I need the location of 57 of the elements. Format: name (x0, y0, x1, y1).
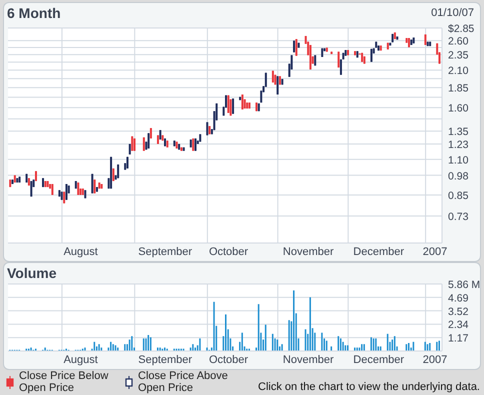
legend-label: Close Price Below Open Price (19, 370, 110, 394)
y-tick-label: 1.35 (448, 126, 469, 138)
candlestick (227, 94, 230, 114)
y-tick-label: 0.85 (448, 190, 469, 202)
candlestick (77, 182, 80, 196)
candlestick (148, 132, 150, 150)
y-tick-label: 2.10 (448, 65, 469, 78)
candlestick (94, 179, 96, 194)
y-tick-label: 5.86 M (448, 279, 480, 291)
x-tick-label: August (64, 354, 98, 366)
x-tick-label: December (353, 354, 404, 366)
candlestick (65, 184, 68, 200)
candlestick (293, 40, 296, 53)
candlestick (131, 136, 134, 152)
y-tick-label: 2.34 (448, 319, 469, 332)
x-tick-label: November (282, 354, 334, 366)
candlestick (370, 48, 372, 62)
candlestick (30, 180, 32, 198)
candlestick (295, 38, 298, 56)
candlestick (338, 51, 340, 68)
y-tick-label: 2.60 (448, 36, 469, 48)
candlestick (340, 58, 342, 76)
text: 01/10/07 (431, 7, 474, 19)
x-tick-label: August (64, 246, 98, 258)
x-tick-label: November (282, 246, 334, 258)
x-tick-label: September (138, 246, 192, 258)
candlestick (206, 122, 208, 136)
x-tick-label: 2007 (422, 354, 448, 366)
y-tick-label: 2.35 (448, 50, 469, 62)
y-tick-label: 4.69 (448, 292, 469, 304)
candlestick (276, 76, 279, 96)
candlestick (142, 136, 145, 152)
y-tick-label: 0.98 (448, 170, 469, 182)
candlestick (192, 138, 194, 152)
y-tick-label: 3.52 (448, 306, 469, 318)
y-tick-label: $2.85 (448, 23, 474, 35)
y-tick-label: 1.17 (448, 332, 469, 345)
candlestick (63, 191, 66, 204)
y-tick-label: 1.60 (448, 102, 469, 115)
text: Click on the chart to view the underlying data. (258, 381, 480, 393)
x-tick-label: December (353, 246, 404, 258)
chart-title: 6 Month (7, 5, 61, 21)
y-tick-label: 1.10 (448, 154, 469, 166)
chart-title: Volume (7, 265, 57, 281)
candlestick (51, 184, 54, 196)
candlestick (232, 98, 234, 114)
x-tick-label: September (138, 354, 192, 366)
y-tick-label: 1.85 (448, 82, 469, 95)
x-tick-label: October (208, 354, 248, 366)
y-tick-label: 1.23 (448, 138, 469, 151)
x-tick-label: October (208, 246, 248, 258)
x-tick-label: 2007 (422, 246, 448, 258)
y-tick-label: 0.73 (448, 210, 469, 223)
candlestick (241, 94, 244, 110)
candlestick (91, 173, 94, 194)
legend-label: Close Price Above Open Price (138, 370, 229, 394)
candlestick (150, 128, 152, 139)
